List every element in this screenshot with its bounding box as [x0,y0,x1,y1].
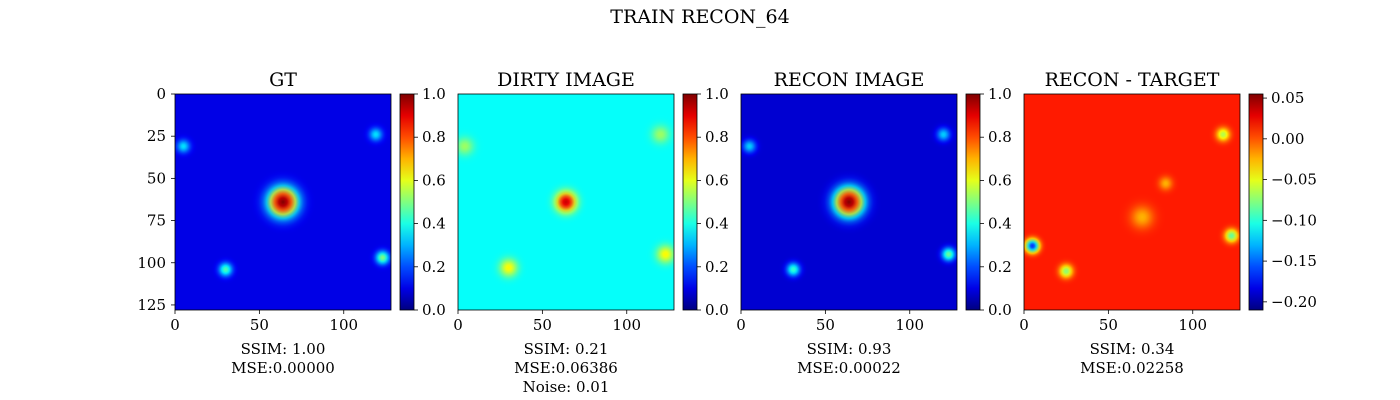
heatmap-blob [640,114,674,155]
x-tick-label: 100 [329,316,358,334]
colorbar-tick-label: 0.4 [705,215,729,233]
y-tick-label: 75 [147,212,166,230]
colorbar-tick-label: 0.6 [705,171,729,189]
heatmap-blob [458,126,485,167]
axes-frame [740,93,958,311]
x-tick-label: 50 [533,316,552,334]
panel-caption-line: MSE:0.06386 [514,359,618,377]
colorbar-tick-label: 0.6 [422,171,446,189]
colorbar [965,93,981,311]
colorbar-tick-label: 0.2 [422,258,446,276]
x-tick-label: 0 [736,316,746,334]
colorbar-tick-label: −0.10 [1271,211,1317,229]
panel-title: GT [269,69,297,91]
panel-title: RECON - TARGET [1045,69,1220,91]
colorbar-tick-label: 0.00 [1271,130,1304,148]
heatmap-blob [210,254,241,285]
heatmap-blob [1150,168,1181,199]
panel-4: RECON - TARGET 0 50 100 0.05 0.00 −0.05 −0.10 −0… [1019,69,1317,377]
heatmap-blob [1116,191,1168,243]
heatmap-blob [645,234,674,275]
x-tick-label: 0 [1019,316,1029,334]
heatmap-blob [928,119,957,150]
heatmap-blob [933,239,957,270]
heatmap-blob [1024,230,1048,262]
heatmap-blob [175,131,199,162]
panel-2: DIRTY IMAGE 0 50 100 0.0 0.2 0.4 0.6 0.8 1.0 SSIM:… [453,69,729,396]
x-tick-label: 0 [170,316,180,334]
panel-caption-line: SSIM: 0.93 [807,340,892,358]
colorbar-tick-label: 0.05 [1271,89,1304,107]
panel-caption-line: MSE:0.00000 [231,359,335,377]
colorbar-tick-label: 0.2 [705,258,729,276]
colorbar-tick-label: 0.0 [422,301,446,319]
colorbar-tick-label: 1.0 [988,85,1012,103]
axes-frame [1023,93,1241,311]
panel-title: RECON IMAGE [774,69,925,91]
colorbar-tick-label: −0.05 [1271,171,1317,189]
panel-caption-line: MSE:0.02258 [1080,359,1184,377]
heatmap-blob [1207,119,1239,150]
colorbar-tick-label: −0.15 [1271,252,1317,270]
colorbar-tick-label: 0.6 [988,171,1012,189]
colorbar-tick-label: 1.0 [422,85,446,103]
heatmap-blob [488,247,529,289]
panel-caption-line: SSIM: 0.21 [524,340,609,358]
colorbar-tick-label: 0.8 [422,128,446,146]
colorbar-tick-label: 0.8 [705,128,729,146]
heatmap-blob [741,131,765,162]
heatmap-image [741,94,957,310]
panel-caption-line: MSE:0.00022 [797,359,901,377]
x-tick-label: 100 [1178,316,1207,334]
heatmap-blob [1216,220,1240,251]
colorbar [399,93,415,311]
colorbar [682,93,698,311]
colorbar-tick-label: −0.20 [1271,293,1317,311]
colorbar-tick-label: 0.4 [988,215,1012,233]
colorbar-tick-label: 0.8 [988,128,1012,146]
y-tick-label: 50 [147,169,166,187]
y-tick-label: 25 [147,127,166,145]
panel-1: GT 0 50 100 0 25 50 75 100 125 0.0 0.2 0.4 0.6 0.8 1.0 S… [137,69,446,377]
heatmap-blob [816,169,882,235]
x-tick-label: 100 [612,316,641,334]
heatmap-image [1024,94,1240,310]
axes-frame [457,93,675,311]
heatmap-blob [1051,256,1082,287]
panel-title: DIRTY IMAGE [497,69,635,91]
y-tick-label: 0 [156,85,166,103]
x-tick-label: 100 [895,316,924,334]
panel-3: RECON IMAGE 0 50 100 0.0 0.2 0.4 0.6 0.8 1.0 SSIM:… [736,69,1012,377]
x-tick-label: 50 [250,316,269,334]
colorbar-tick-label: 0.2 [988,258,1012,276]
heatmap-blob [778,254,809,285]
x-tick-label: 50 [1099,316,1118,334]
colorbar-tick-label: 1.0 [705,85,729,103]
y-tick-label: 125 [137,296,166,314]
panel-caption-line: Noise: 0.01 [523,378,610,396]
x-tick-label: 0 [453,316,463,334]
colorbar-tick-label: 0.0 [988,301,1012,319]
heatmap-blob [360,119,391,150]
heatmap-blob [367,242,391,273]
panel-caption-line: SSIM: 1.00 [241,340,326,358]
y-tick-label: 100 [137,254,166,272]
panel-caption-line: SSIM: 0.34 [1090,340,1175,358]
x-tick-label: 50 [816,316,835,334]
heatmap-blob [250,169,316,235]
heatmap-image [458,94,674,310]
colorbar-tick-label: 0.4 [422,215,446,233]
figure-title: TRAIN RECON_64 [610,6,789,28]
axes-frame [174,93,392,311]
colorbar [1248,93,1264,311]
heatmap-image [175,94,391,310]
heatmap-blob [543,179,589,225]
colorbar-tick-label: 0.0 [705,301,729,319]
